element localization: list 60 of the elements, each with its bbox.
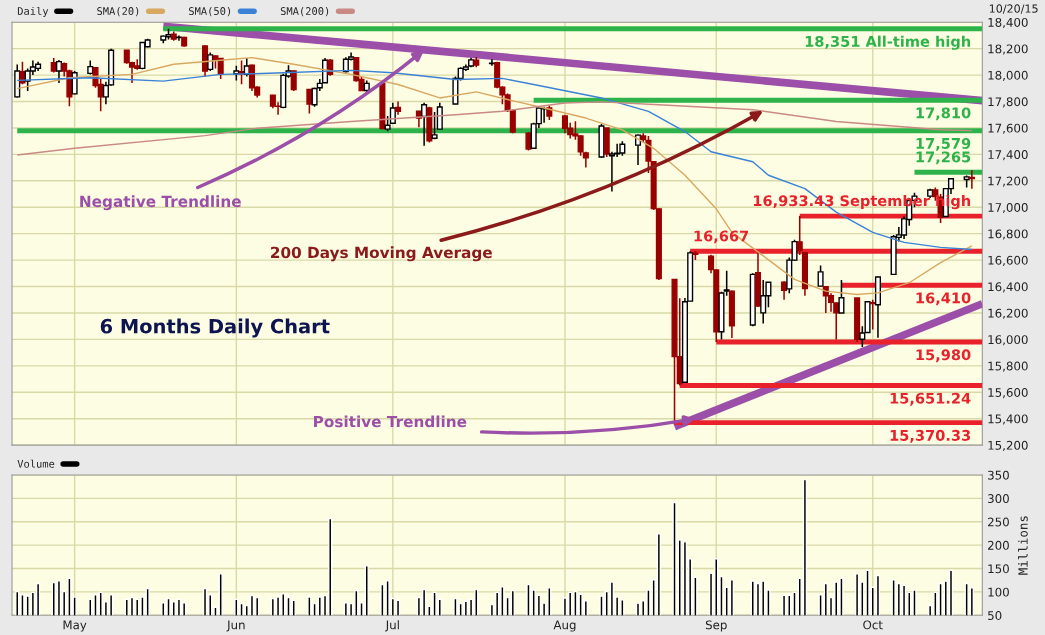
- y-tick-label: 18,200: [988, 44, 1028, 55]
- y-tick-label: 150: [988, 564, 1009, 574]
- legend-label: Daily: [17, 6, 49, 18]
- series-label: 18,351 All-time high: [805, 35, 971, 50]
- y-tick-label: 17,800: [988, 97, 1028, 108]
- y-tick-label: 15,400: [988, 414, 1028, 425]
- candlestick: [760, 279, 767, 325]
- y-tick-label: 100: [988, 587, 1009, 597]
- y-tick-label: 250: [988, 517, 1009, 527]
- y-tick-label: 16,200: [988, 308, 1028, 319]
- y-tick-label: 50: [988, 611, 1002, 620]
- y-tick-label: 17,200: [988, 176, 1028, 187]
- x-tick-label: Jul: [385, 620, 399, 632]
- series-label: 17,579: [916, 137, 971, 151]
- y-tick-label: 16,800: [988, 229, 1028, 240]
- candlestick: [817, 264, 824, 288]
- y-tick-label: 17,000: [988, 202, 1028, 214]
- annotation: Positive Trendline: [314, 415, 467, 428]
- legend-label: SMA(20): [97, 6, 139, 17]
- x-tick-label: Sep: [705, 620, 727, 632]
- y-tick-label: 17,600: [988, 123, 1028, 134]
- y-tick-label: 18,400: [988, 17, 1028, 29]
- candlestick: [488, 58, 495, 67]
- y-tick-label: 16,000: [988, 335, 1028, 346]
- annotation: Negative Trendline: [80, 195, 241, 211]
- y-tick-label: 18,000: [988, 70, 1028, 81]
- candlestick: [290, 69, 297, 92]
- annotation: 6 Months Daily Chart: [100, 318, 330, 338]
- text: 10/20/15: [989, 4, 1038, 14]
- x-tick-label: May: [63, 620, 87, 632]
- y-tick-label: 300: [988, 494, 1009, 504]
- x-tick-label: Aug: [553, 620, 576, 632]
- y-tick-label: 15,200: [988, 440, 1028, 451]
- series-label: 15,370.33: [890, 429, 971, 443]
- y-tick-label: 15,800: [988, 361, 1028, 372]
- series-label: 16,410: [916, 292, 971, 306]
- series-label: 17,265: [916, 151, 971, 165]
- y-axis-title: Millions: [1018, 516, 1028, 575]
- legend-label: SMA(50): [189, 6, 231, 17]
- candlestick: [869, 298, 876, 331]
- y-tick-label: 350: [988, 470, 1009, 480]
- y-tick-label: 16,600: [988, 255, 1028, 266]
- candlestick: [431, 111, 438, 140]
- candlestick: [436, 102, 443, 131]
- series-label: 15,651.24: [890, 392, 971, 406]
- series-label: 15,980: [916, 349, 971, 363]
- legend-label: Volume: [17, 459, 55, 468]
- candlestick: [781, 280, 788, 301]
- annotation: 200 Days Moving Average: [271, 246, 492, 262]
- x-tick-label: Oct: [863, 620, 883, 630]
- x-tick-label: Jun: [226, 620, 245, 632]
- series-label: 17,810: [916, 107, 971, 121]
- y-tick-label: 16,400: [988, 282, 1028, 293]
- legend-label: SMA(200): [280, 6, 329, 17]
- candlestick: [968, 169, 975, 190]
- y-tick-label: 15,600: [988, 387, 1028, 399]
- candlestick: [306, 88, 313, 115]
- y-tick-label: 17,400: [988, 150, 1028, 161]
- candlestick: [838, 279, 845, 314]
- y-tick-label: 200: [988, 540, 1009, 550]
